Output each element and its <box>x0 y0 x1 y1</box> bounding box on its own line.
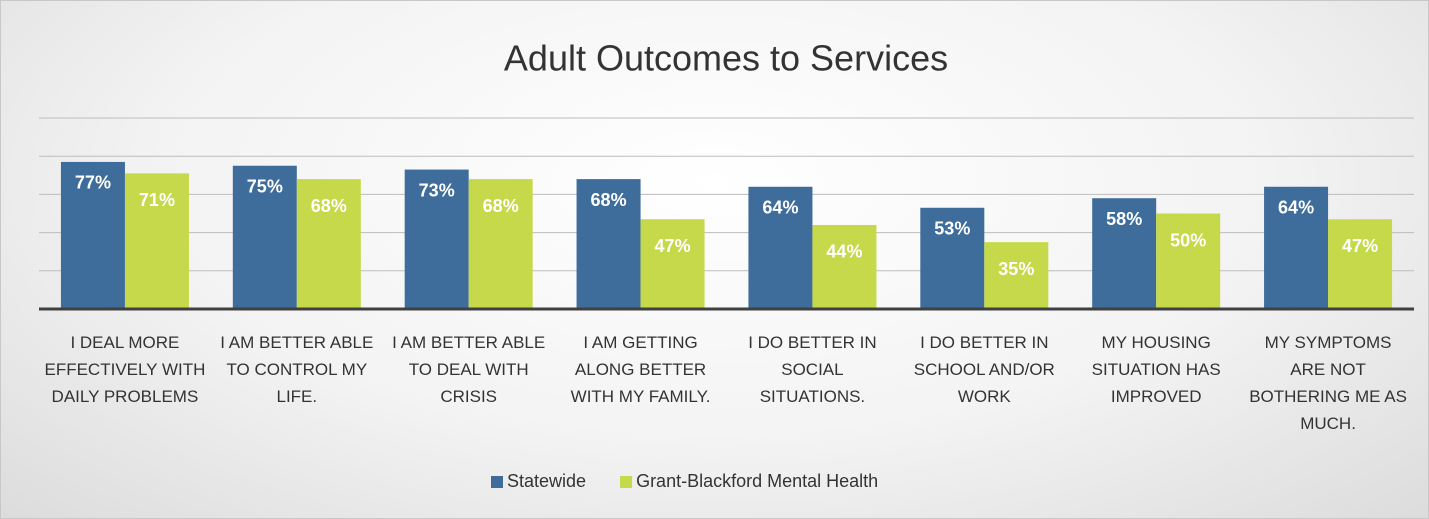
data-label: 68% <box>591 190 627 210</box>
legend-label: Statewide <box>507 471 586 491</box>
data-label: 73% <box>419 180 455 200</box>
bar <box>124 173 189 309</box>
bar <box>640 219 705 309</box>
bar <box>748 186 813 309</box>
bar <box>984 242 1049 309</box>
data-label: 47% <box>1342 236 1378 256</box>
data-label: 64% <box>1278 198 1314 218</box>
x-tick-label: I AM BETTER ABLE TO CONTROL MY LIFE. <box>220 333 374 406</box>
data-label: 47% <box>655 236 691 256</box>
data-label: 53% <box>934 219 970 239</box>
data-label: 68% <box>311 196 347 216</box>
data-label: 68% <box>483 196 519 216</box>
bar <box>404 169 469 309</box>
legend-swatch <box>491 476 503 488</box>
data-label: 58% <box>1106 209 1142 229</box>
bar <box>576 179 641 309</box>
data-label: 64% <box>762 198 798 218</box>
x-tick-label: I DO BETTER IN SOCIAL SITUATIONS. <box>748 333 877 406</box>
x-tick-label: I AM GETTING ALONG BETTER WITH MY FAMILY… <box>570 333 711 406</box>
bar <box>232 165 297 309</box>
bar <box>1156 213 1221 309</box>
data-label: 75% <box>247 177 283 197</box>
data-label: 71% <box>139 190 175 210</box>
data-label: 44% <box>826 242 862 262</box>
bar <box>468 179 533 309</box>
bar <box>60 161 125 309</box>
data-label: 35% <box>998 259 1034 279</box>
x-tick-label: I DO BETTER IN SCHOOL AND/OR WORK <box>913 333 1055 406</box>
bar <box>1264 186 1329 309</box>
bar <box>296 179 361 309</box>
x-tick-label: I AM BETTER ABLE TO DEAL WITH CRISIS <box>392 333 546 406</box>
x-tick-label: MY HOUSING SITUATION HAS IMPROVED <box>1091 333 1221 406</box>
x-tick-label: I DEAL MORE EFFECTIVELY WITH DAILY PROBL… <box>44 333 206 406</box>
x-tick-label: MY SYMPTOMS ARE NOT BOTHERING ME AS MUCH… <box>1249 333 1407 433</box>
data-label: 77% <box>75 173 111 193</box>
legend-label: Grant-Blackford Mental Health <box>636 471 878 491</box>
chart-title: Adult Outcomes to Services <box>504 38 948 79</box>
bar <box>920 207 985 309</box>
bar <box>812 224 877 309</box>
legend-swatch <box>620 476 633 488</box>
data-label: 50% <box>1170 230 1206 250</box>
bar <box>1328 219 1393 309</box>
bar <box>1092 198 1157 309</box>
